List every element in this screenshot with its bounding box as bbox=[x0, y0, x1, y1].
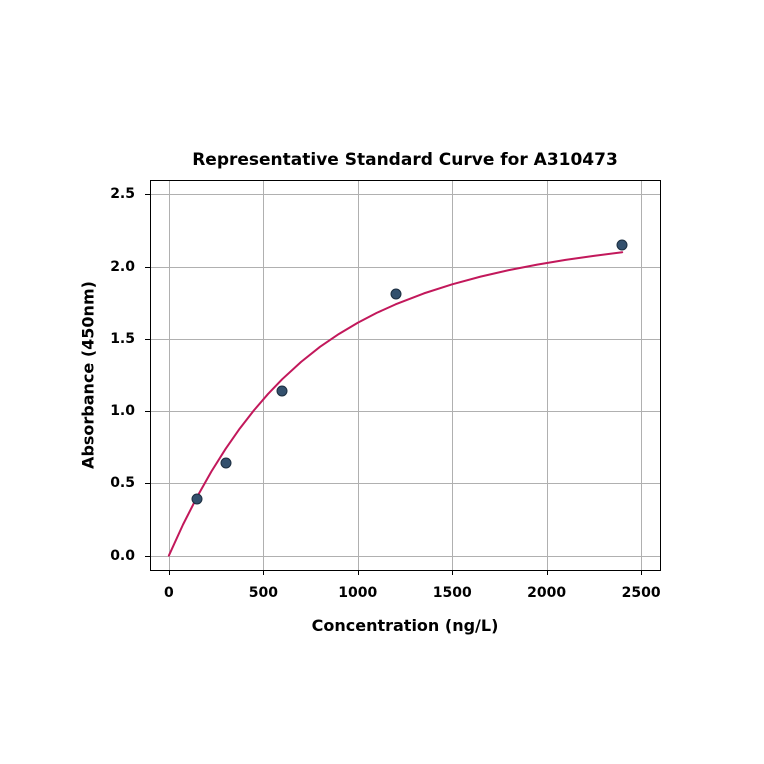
data-point bbox=[220, 458, 231, 469]
data-point bbox=[277, 385, 288, 396]
data-point bbox=[192, 494, 203, 505]
figure: Representative Standard Curve for A31047… bbox=[0, 0, 764, 764]
data-point bbox=[617, 240, 628, 251]
fit-curve bbox=[0, 0, 764, 764]
data-point bbox=[390, 289, 401, 300]
